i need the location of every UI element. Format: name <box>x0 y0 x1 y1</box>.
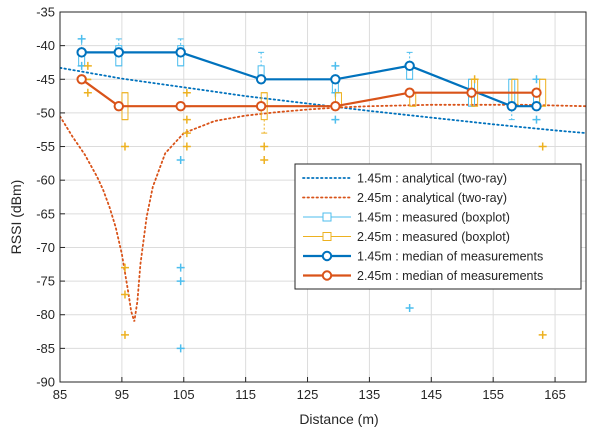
x-tick-label: 135 <box>359 387 381 402</box>
box-outlier-3 <box>182 88 191 97</box>
axes: 85 95 105 115 125 135 145 155 165 -90 -85 -80 -75 -70… <box>36 5 587 402</box>
x-tick-label: 115 <box>235 387 256 402</box>
box-outlier-2 <box>176 344 185 353</box>
box-outlier-3 <box>470 75 479 84</box>
y-tick-label: -35 <box>36 5 55 20</box>
series-point-4 <box>76 47 87 58</box>
series-point-5 <box>466 87 477 98</box>
y-tick-label: -85 <box>36 341 55 356</box>
plot-frame <box>59 11 587 383</box>
y-tick-label: -40 <box>36 38 55 53</box>
x-tick-label: 95 <box>115 387 129 402</box>
series-line-1 <box>60 103 586 322</box>
box-outlier-3 <box>120 142 129 151</box>
x-tick-label: 85 <box>53 387 67 402</box>
series-line-5 <box>80 78 538 108</box>
box-outlier-3 <box>83 88 92 97</box>
legend-label: 2.45m : median of measurements <box>357 269 543 283</box>
box-outlier-2 <box>77 34 86 43</box>
box-outlier-2 <box>176 156 185 164</box>
legend-marker <box>322 212 332 222</box>
y-axis-label: RSSI (dBm) <box>8 180 24 255</box>
series-point-5 <box>330 100 341 112</box>
y-tick-label: -65 <box>36 206 55 221</box>
legend-marker <box>321 270 333 281</box>
box-outlier-3 <box>260 142 269 151</box>
x-tick-label: 125 <box>297 387 319 402</box>
box-outlier-2 <box>532 115 541 124</box>
y-tick-label: -90 <box>36 375 55 390</box>
box-outlier-2 <box>176 277 185 286</box>
plot-series <box>60 34 586 353</box>
x-tick-label: 165 <box>544 387 566 402</box>
box-outlier-2 <box>405 304 414 312</box>
box-outlier-3 <box>182 115 191 124</box>
series-point-4 <box>113 47 124 58</box>
box-outlier-3 <box>120 263 129 272</box>
box-outlier-2 <box>532 75 541 84</box>
y-tick-label: -60 <box>36 173 55 188</box>
y-tick-label: -55 <box>36 139 55 154</box>
box-outlier-2 <box>331 61 340 70</box>
box-outlier-3 <box>538 142 547 151</box>
x-tick-label: 155 <box>482 387 504 402</box>
legend-label: 1.45m : median of measurements <box>357 250 543 264</box>
y-tick-label: -75 <box>36 274 55 289</box>
y-tick-label: -70 <box>36 240 55 255</box>
legend: 1.45m : analytical (two-ray) 2.45m : anal… <box>294 163 582 290</box>
box-outlier-2 <box>331 115 340 124</box>
series-point-5 <box>113 100 124 112</box>
series-point-5 <box>255 100 267 112</box>
box-outlier-3 <box>260 156 269 164</box>
legend-marker <box>321 250 333 262</box>
legend-box <box>294 163 582 290</box>
series-point-4 <box>175 47 186 58</box>
series-point-5 <box>175 100 186 112</box>
series-line-4 <box>80 51 538 108</box>
x-tick-label: 105 <box>173 387 195 402</box>
series-point-4 <box>330 74 341 85</box>
y-tick-label: -80 <box>36 307 55 322</box>
box-outlier-3 <box>120 290 129 299</box>
box-outlier-2 <box>176 263 185 272</box>
y-tick-label: -50 <box>36 105 55 120</box>
plot-area <box>60 34 586 353</box>
series-point-4 <box>404 60 415 72</box>
legend-label: 2.45m : measured (boxplot) <box>357 230 510 244</box>
legend-label: 2.45m : analytical (two-ray) <box>357 191 507 205</box>
series-point-4 <box>506 100 517 112</box>
series-point-5 <box>76 74 87 85</box>
series-point-5 <box>531 87 542 98</box>
box-outlier-3 <box>538 330 547 339</box>
legend-marker <box>322 232 332 241</box>
box-outlier-3 <box>83 61 92 70</box>
box-outlier-3 <box>182 142 191 151</box>
box-outlier-3 <box>182 129 191 138</box>
legend-label: 1.45m : analytical (two-ray) <box>357 172 507 186</box>
y-tick-label: -45 <box>36 72 55 87</box>
series-point-5 <box>404 87 415 98</box>
legend-label: 1.45m : measured (boxplot) <box>357 211 510 225</box>
series-point-4 <box>255 74 267 85</box>
series-point-4 <box>531 100 542 112</box>
box-outlier-3 <box>120 330 129 339</box>
x-tick-label: 145 <box>420 387 442 402</box>
x-axis-label: Distance (m) <box>299 411 378 427</box>
